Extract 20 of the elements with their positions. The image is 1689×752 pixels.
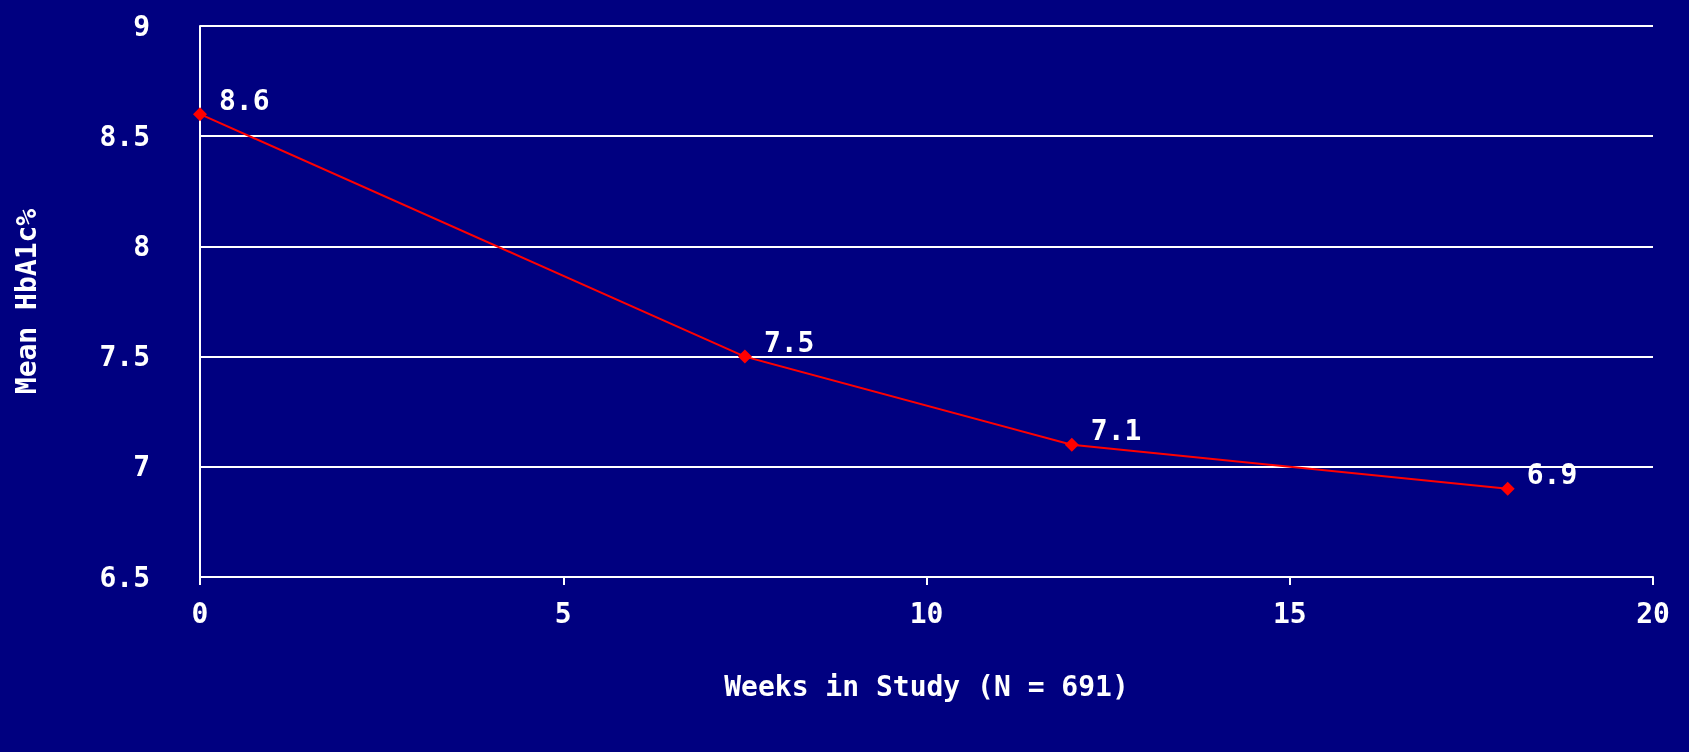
data-label: 8.6 (219, 83, 270, 117)
y-tick-label: 8 (133, 229, 150, 263)
data-label: 7.5 (763, 326, 815, 360)
point (193, 107, 207, 122)
y-tick-label: 9 (133, 9, 150, 43)
y-tick-label: 7.5 (99, 340, 150, 374)
y-tick-label: 7 (133, 450, 150, 484)
point (737, 349, 752, 364)
y-tick-label: 6.5 (99, 560, 150, 594)
x-tick-label: 0 (191, 596, 209, 630)
y-tick-label: 8.5 (99, 119, 150, 153)
x-tick-label: 5 (554, 596, 572, 630)
x-tick-label: 15 (1272, 596, 1307, 630)
y-axis-title: Mean HbA1c% (9, 208, 43, 395)
point (1500, 481, 1515, 496)
data-label: 7.1 (1090, 414, 1142, 448)
x-tick-label: 20 (1636, 596, 1670, 630)
point (1064, 437, 1079, 452)
x-axis-title: Weeks in Study (N = 691) (724, 669, 1129, 703)
x-tick-label: 10 (909, 596, 944, 630)
